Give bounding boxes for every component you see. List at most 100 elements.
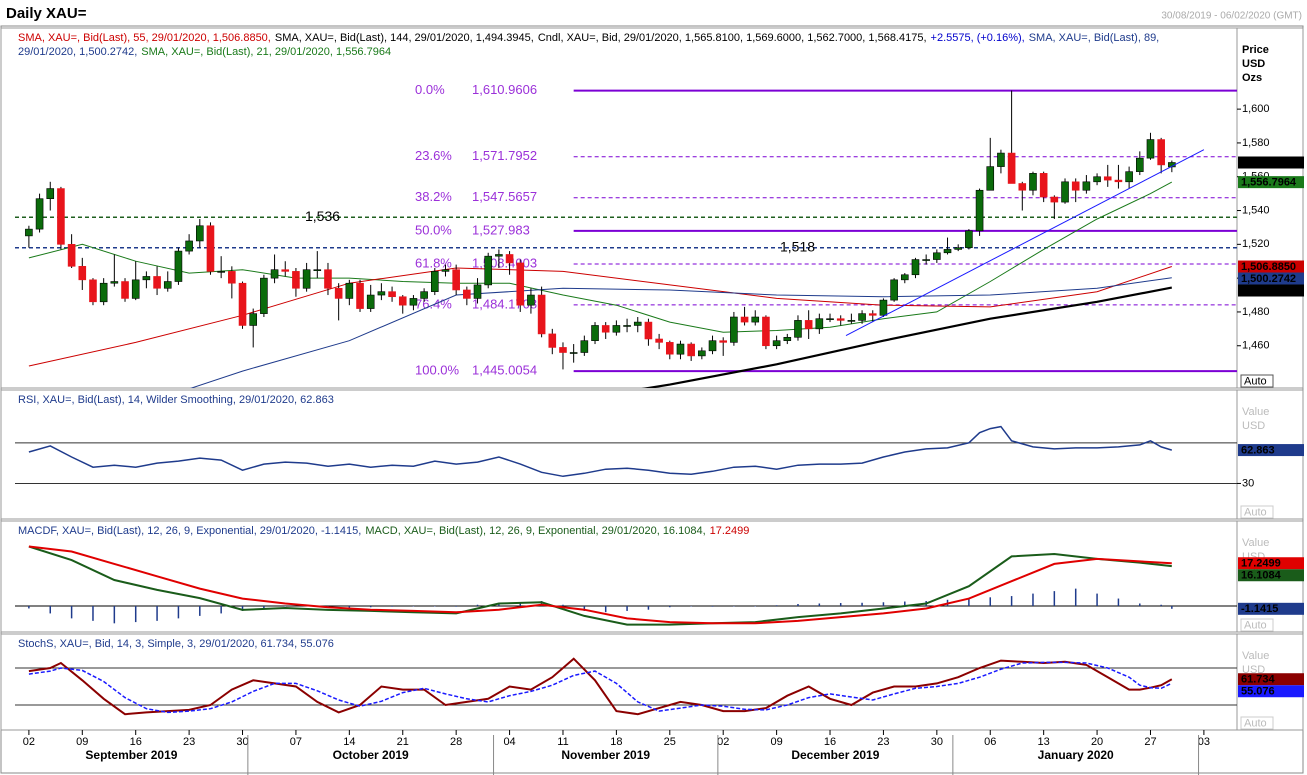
value-tag [1238,673,1304,686]
histogram-bar [711,605,714,607]
month-label: October 2019 [333,748,409,762]
axis-title: Price [1242,44,1269,56]
x-tick-label: 09 [770,736,782,748]
histogram-bar [882,602,885,606]
fib-value: 1,547.5657 [472,189,537,204]
histogram-bar [690,605,692,607]
candle-body [847,320,856,322]
candle-body [463,289,471,299]
histogram-bar [968,598,970,606]
candle-body [281,269,290,272]
axis-title: Value [1242,537,1269,549]
histogram-bar [220,605,222,614]
candle-body [943,249,952,254]
histogram-bar [49,605,51,614]
candle-body [858,313,866,321]
candle-body [751,316,760,323]
histogram-bar [284,605,286,607]
y-tick-label: 30 [1242,477,1254,489]
candle-body [1093,176,1101,183]
date-range: 30/08/2019 - 06/02/2020 (GMT) [1161,11,1302,22]
candle-body [163,281,172,289]
candle-body [965,230,973,249]
indicator-line [28,657,1173,716]
trend-line [845,149,1205,337]
histogram-bar [583,605,586,611]
value-tag-label: 61.734 [1241,674,1276,686]
histogram-bar [92,605,94,621]
value-tag-label: 1,494.3945 [1241,285,1296,297]
candle-body [1103,176,1112,181]
histogram-bar [1096,593,1098,606]
candle-body [46,188,55,200]
candle-body [260,277,268,314]
histogram-bar [113,605,116,624]
candle-body [890,279,898,301]
candle-body [676,343,685,355]
candle-body [302,269,311,289]
value-tag-label: 1,506.8850 [1241,261,1296,273]
value-tag [1238,156,1304,169]
x-tick-label: 03 [1198,736,1210,748]
candle-body [185,240,193,252]
candle-body [409,298,418,306]
auto-button[interactable] [1240,374,1274,388]
x-tick-label: 14 [343,736,355,748]
x-tick-label: 23 [183,736,195,748]
legend-entry: 29/01/2020, 1,500.2742, [18,46,137,58]
histogram-bar [1074,588,1077,606]
candle-body [356,282,364,309]
value-tag [1238,284,1304,297]
histogram-bar [1171,605,1173,609]
legend-entry: RSI, XAU=, Bid(Last), 14, Wilder Smoothi… [18,394,334,406]
x-tick-label: 23 [877,736,889,748]
candle-body [1039,173,1048,198]
histogram-bar [498,603,500,606]
legend-entry: MACD, XAU=, Bid(Last), 12, 26, 9, Expone… [365,525,705,537]
histogram-bar [455,605,457,607]
x-tick-label: 13 [1038,736,1050,748]
month-label: January 2020 [1038,748,1114,762]
moving-average [28,181,1173,333]
auto-button[interactable] [1240,618,1274,632]
candle-body [270,269,279,279]
panel-legend: SMA, XAU=, Bid(Last), 55, 29/01/2020, 1,… [18,32,1159,44]
histogram-bar [391,605,393,607]
auto-label[interactable]: Auto [1244,375,1267,387]
histogram-bar [263,605,265,609]
auto-button[interactable] [1240,505,1274,519]
fib-percent: 100.0% [415,363,460,378]
fib-percent: 61.8% [415,255,452,270]
x-tick-label: 18 [610,736,622,748]
month-label: November 2019 [561,748,650,762]
candle-body [206,225,215,272]
month-label: September 2019 [85,748,177,762]
histogram-bar [156,605,158,621]
auto-button[interactable] [1240,716,1274,730]
histogram-bar [134,605,137,623]
candle-body [249,313,258,326]
candle-body [826,318,834,321]
candle-body [687,343,695,357]
candle-body [537,294,546,335]
histogram-bar [797,604,799,606]
histogram-bar [1117,598,1120,606]
value-tag-label: 1,500.2742 [1241,273,1296,285]
histogram-bar [647,605,650,610]
histogram-bar [1053,591,1056,606]
histogram-bar [199,605,201,616]
moving-average [28,266,1172,367]
value-tag-label: 62.863 [1241,444,1275,456]
axis-title: Ozs [1242,72,1262,84]
auto-label[interactable]: Auto [1244,717,1267,729]
candle-body [89,279,97,303]
auto-label[interactable]: Auto [1244,506,1267,518]
candle-body [719,340,728,343]
x-tick-label: 30 [236,736,248,748]
candle-body [623,325,631,327]
auto-label[interactable]: Auto [1244,619,1267,631]
month-label: December 2019 [791,748,879,762]
candle-body [794,320,802,338]
histogram-bar [562,604,564,606]
histogram-bar [476,604,479,606]
